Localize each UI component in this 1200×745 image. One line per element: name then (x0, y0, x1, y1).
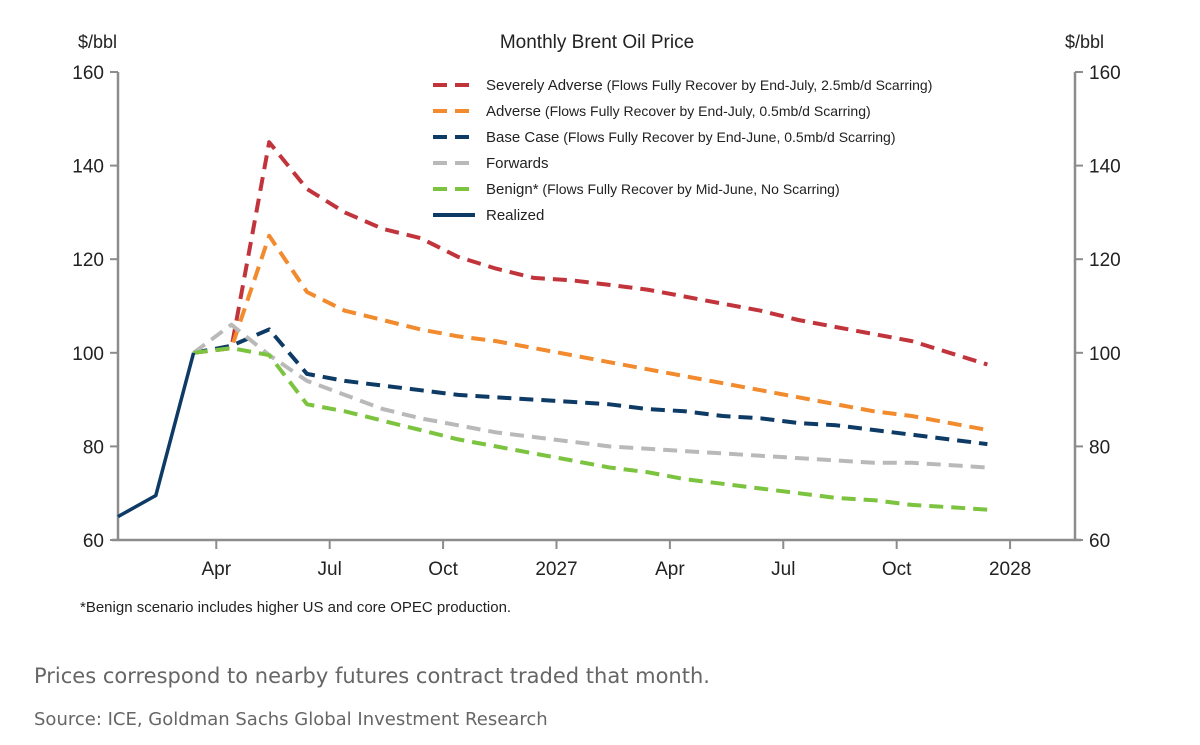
source: Source: ICE, Goldman Sachs Global Invest… (34, 709, 548, 730)
chart-title: Monthly Brent Oil Price (500, 32, 694, 53)
series-line-base-case (193, 327, 988, 447)
caption: Prices correspond to nearby futures cont… (34, 664, 710, 688)
legend-label: Realized (486, 207, 544, 224)
x-tick-label: 2028 (989, 559, 1031, 580)
x-tick-label: Apr (655, 559, 685, 580)
legend-label: Adverse (Flows Fully Recover by End-July… (486, 103, 871, 120)
x-tick-label: Jul (771, 559, 795, 580)
y-tick-label-left: 100 (72, 344, 104, 365)
x-tick-label: 2027 (535, 559, 577, 580)
y-tick-label-right: 80 (1089, 437, 1110, 458)
y-tick-label-right: 140 (1089, 157, 1121, 178)
series-line-adverse (193, 233, 988, 432)
brent-oil-chart: Monthly Brent Oil Price $/bbl $/bbl 60 60… (72, 32, 1121, 616)
y-tick-label-left: 60 (83, 531, 104, 552)
y-tick-label-left: 80 (83, 437, 104, 458)
y-tick-label-right: 120 (1089, 250, 1121, 271)
legend-label: Severely Adverse (Flows Fully Recover by… (486, 77, 932, 94)
legend-label: Forwards (486, 155, 549, 172)
y-tick-label-left: 140 (72, 157, 104, 178)
legend-label: Benign* (Flows Fully Recover by Mid-June… (486, 181, 840, 198)
x-tick-label: Oct (428, 559, 458, 580)
series-line-severely-adverse (193, 140, 988, 367)
x-tick-label: Oct (882, 559, 912, 580)
y-axis-label-right: $/bbl (1065, 32, 1104, 52)
footnote: *Benign scenario includes higher US and … (80, 599, 511, 616)
x-tick-label: Apr (201, 559, 231, 580)
y-tick-label-right: 60 (1089, 531, 1110, 552)
series-line-benign (193, 346, 988, 512)
y-tick-label-left: 120 (72, 250, 104, 271)
series-line-forwards (192, 322, 988, 470)
series-line-realized (117, 352, 196, 519)
x-tick-label: Jul (318, 559, 342, 580)
y-tick-label-right: 160 (1089, 63, 1121, 84)
y-tick-label-left: 160 (72, 63, 104, 84)
y-tick-label-right: 100 (1089, 344, 1121, 365)
legend-label: Base Case (Flows Fully Recover by End-Ju… (486, 129, 896, 146)
y-axis-label-left: $/bbl (78, 32, 117, 52)
